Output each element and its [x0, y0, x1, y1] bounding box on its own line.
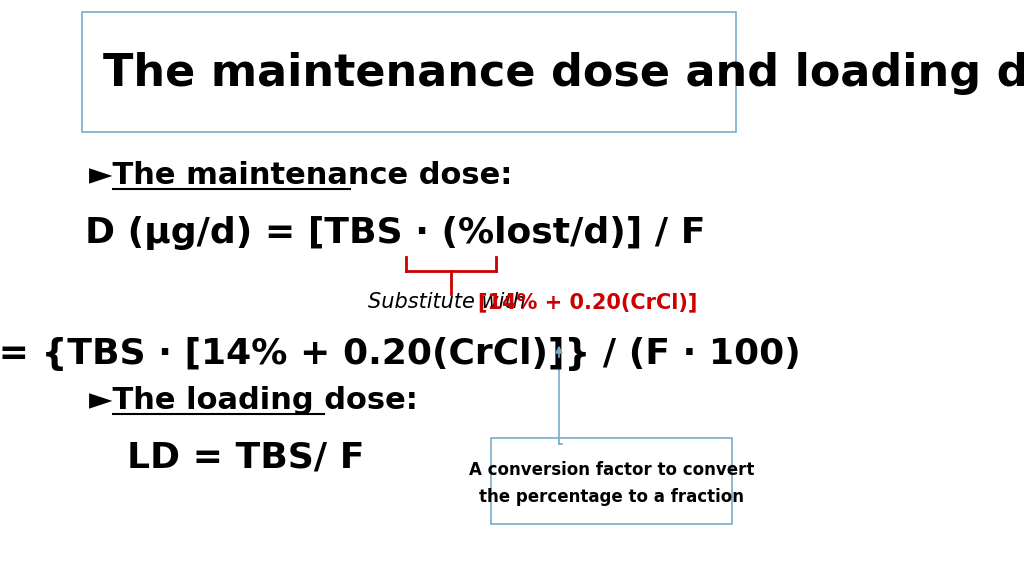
Text: Substitute with: Substitute with [368, 293, 531, 312]
Text: D (μg/d) = [TBS · (%lost/d)] / F: D (μg/d) = [TBS · (%lost/d)] / F [85, 216, 706, 251]
Text: The maintenance dose and loading dose: The maintenance dose and loading dose [103, 52, 1024, 95]
Text: A conversion factor to convert: A conversion factor to convert [469, 461, 755, 479]
Text: [14% + 0.20(CrCl)]: [14% + 0.20(CrCl)] [477, 293, 697, 312]
FancyBboxPatch shape [492, 438, 731, 524]
Text: LD = TBS/ F: LD = TBS/ F [127, 441, 365, 475]
Text: D = {TBS · [14% + 0.20(CrCl)]} / (F · 100): D = {TBS · [14% + 0.20(CrCl)]} / (F · 10… [0, 337, 801, 372]
Text: ►The maintenance dose:: ►The maintenance dose: [89, 161, 512, 190]
FancyBboxPatch shape [82, 12, 736, 132]
Text: ►The loading dose:: ►The loading dose: [89, 386, 418, 415]
Text: the percentage to a fraction: the percentage to a fraction [479, 488, 744, 506]
